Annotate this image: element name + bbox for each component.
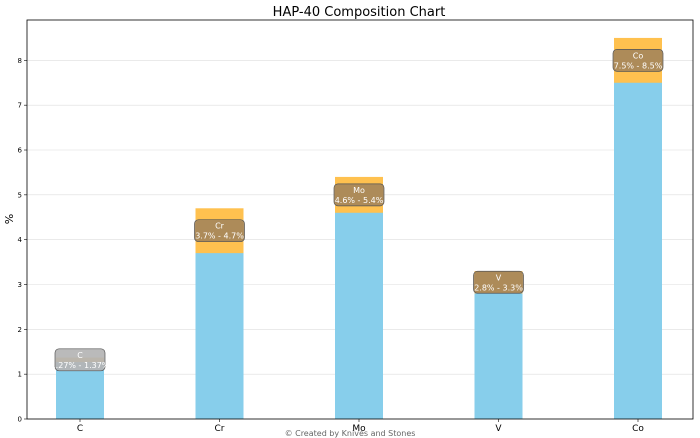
min-bar-mo [335, 212, 383, 419]
min-bar-c [56, 362, 104, 419]
min-bar-v [474, 293, 523, 419]
y-tick-label: 6 [18, 147, 23, 155]
label-element-cr: Cr [215, 222, 225, 231]
label-box-mo [333, 183, 385, 207]
x-tick-label-mo: Mo [352, 424, 366, 434]
bars [56, 37, 662, 420]
label-range-c: 1.27% - 1.37% [51, 361, 110, 370]
y-tick-label: 0 [18, 416, 22, 424]
y-axis-ticks: 0 1 2 3 4 5 6 7 8 [18, 57, 27, 424]
label-element-mo: Mo [353, 186, 365, 195]
label-box-c [54, 348, 106, 372]
x-tick-label-cr: Cr [215, 424, 225, 434]
x-tick-label-c: C [77, 424, 83, 434]
min-bar-cr [195, 253, 244, 419]
label-range-co: 7.5% - 8.5% [614, 61, 663, 70]
label-range-mo: 4.6% - 5.4% [335, 196, 384, 205]
y-tick-label: 1 [18, 371, 22, 379]
y-tick-label: 2 [18, 326, 22, 334]
label-box-cr [194, 219, 245, 243]
label-element-co: Co [633, 51, 644, 60]
label-range-cr: 3.7% - 4.7% [195, 232, 244, 241]
x-tick-label-v: V [495, 424, 502, 434]
chart-title: HAP-40 Composition Chart [273, 5, 446, 20]
y-tick-label: 5 [18, 191, 22, 199]
plot-frame [26, 19, 694, 420]
label-range-v: 2.8% - 3.3% [474, 283, 523, 292]
y-tick-label: 3 [18, 281, 22, 289]
x-tick-label-co: Co [632, 424, 644, 434]
range-labels: C1.27% - 1.37% Cr3.7% - 4.7% Mo4.6% - 5.4%… [51, 48, 664, 372]
x-axis-ticks: C Cr Mo V Co [77, 419, 644, 434]
y-axis-label: % [3, 214, 16, 224]
label-element-v: V [496, 273, 502, 282]
label-box-co [612, 48, 664, 72]
y-tick-label: 7 [18, 102, 22, 110]
label-box-v [473, 270, 524, 294]
y-tick-label: 4 [18, 236, 23, 244]
label-element-c: C [77, 351, 83, 360]
y-tick-label: 8 [18, 57, 22, 65]
credit-text: © Created by Knives and Stones [285, 429, 416, 438]
min-bar-co [614, 82, 662, 420]
